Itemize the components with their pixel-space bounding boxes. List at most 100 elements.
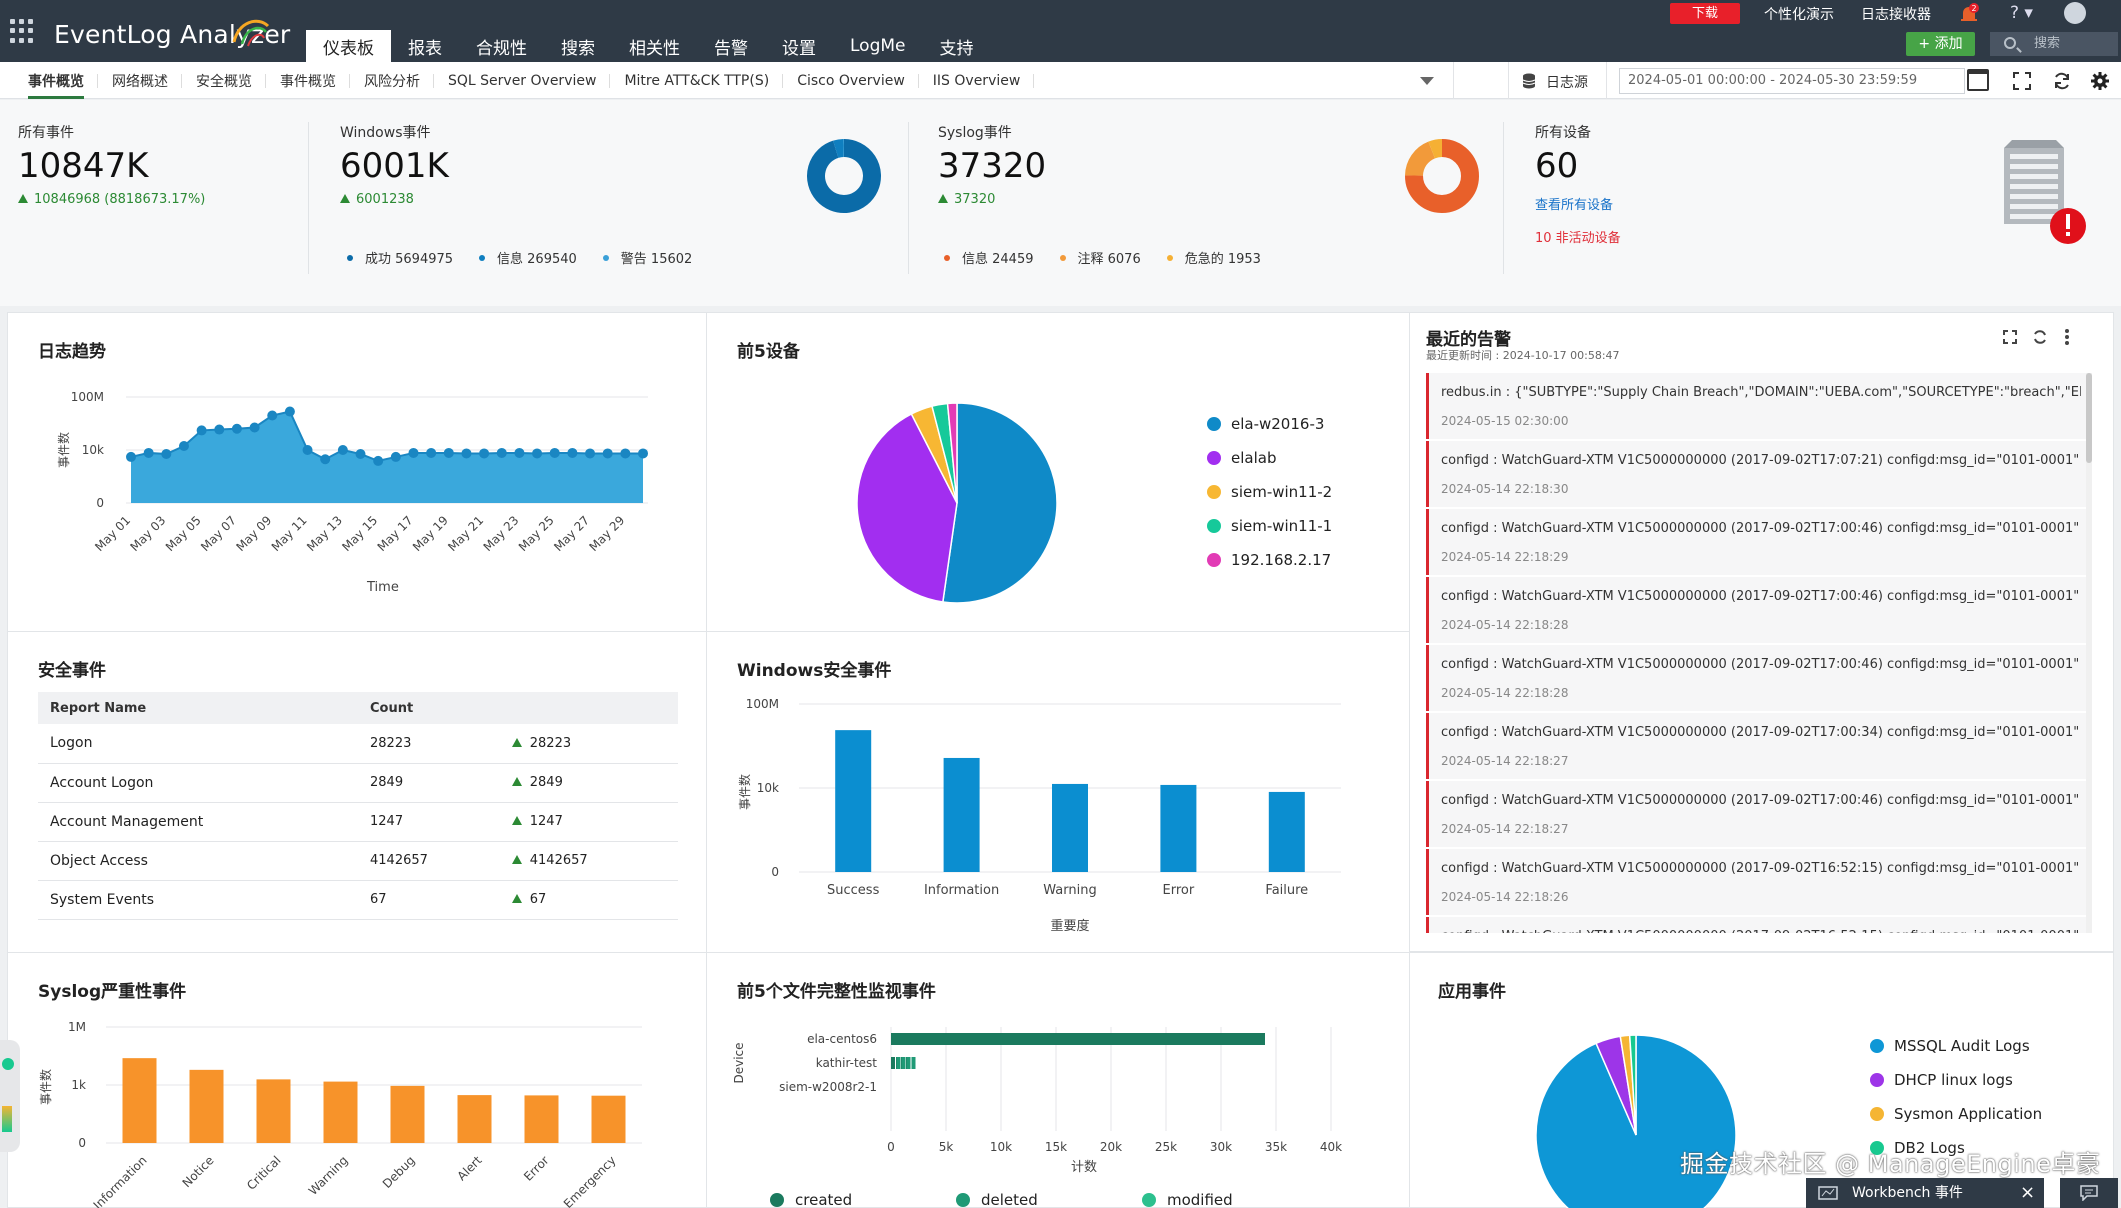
data-point[interactable] [585,448,596,459]
bar[interactable] [323,1081,358,1143]
windows-events-summary[interactable]: Windows事件 6001K 6001238 [340,122,449,207]
data-point[interactable] [320,454,331,465]
legend-item[interactable]: elalab [1207,449,1276,467]
bar[interactable] [943,757,980,872]
data-point[interactable] [567,447,578,458]
legend-item[interactable]: siem-win11-1 [1207,517,1332,535]
date-range-input[interactable]: 2024-05-01 00:00:00 - 2024-05-30 23:59:5… [1619,68,1965,94]
data-point[interactable] [390,451,401,462]
report-name[interactable]: Object Access [38,841,358,881]
nav-tab-2[interactable]: 合规性 [476,38,527,59]
table-row[interactable]: Account Management 1247 1247 [38,802,678,842]
view-all-devices-link[interactable]: 查看所有设备 [1535,198,1614,213]
sub-tab-1[interactable]: 网络概述 [98,62,182,99]
alert-item[interactable]: configd : WatchGuard-XTM V1C5000000000 (… [1426,781,2086,847]
pie-slice[interactable] [946,402,958,504]
add-button[interactable]: + 添加 [1906,32,1975,56]
data-point[interactable] [249,422,260,433]
close-icon[interactable]: × [2020,1182,2036,1203]
workbench-bar[interactable]: Workbench 事件 × [1806,1178,2044,1208]
data-point[interactable] [496,447,507,458]
nav-tab-4[interactable]: 相关性 [629,38,680,59]
data-point[interactable] [638,448,648,459]
log-source-selector[interactable]: 日志源 [1546,75,1588,91]
data-point[interactable] [602,448,613,459]
sub-tab-0[interactable]: 事件概览 [14,62,98,99]
gear-icon[interactable] [2090,71,2110,91]
bar[interactable] [901,1057,906,1069]
nav-tab-8[interactable]: 支持 [939,38,974,59]
bar[interactable] [891,1057,895,1069]
sub-tab-5[interactable]: SQL Server Overview [434,62,611,99]
alerts-scrollbar-thumb[interactable] [2086,373,2092,463]
alert-item[interactable]: configd : WatchGuard-XTM V1C5000000000 (… [1426,577,2086,643]
data-point[interactable] [373,455,384,466]
bar[interactable] [896,1057,901,1069]
legend-item[interactable]: Sysmon Application [1870,1105,2042,1123]
data-point[interactable] [549,447,560,458]
alerts-scrollbar-track[interactable] [2086,373,2092,933]
data-point[interactable] [426,447,437,458]
data-point[interactable] [284,406,295,417]
data-point[interactable] [126,451,136,462]
data-point[interactable] [143,447,154,458]
pie-slice[interactable] [941,402,1058,604]
nav-tab-1[interactable]: 报表 [408,38,442,59]
personalize-demo-link[interactable]: 个性化演示 [1764,7,1834,23]
data-point[interactable] [443,447,454,458]
refresh-icon[interactable] [2052,71,2072,91]
sub-tab-8[interactable]: IIS Overview [919,62,1035,99]
notification-bell-icon[interactable]: 2 [1958,3,1980,25]
sub-tab-7[interactable]: Cisco Overview [783,62,919,99]
nav-tab-3[interactable]: 搜索 [561,38,595,59]
expand-icon[interactable] [2002,329,2018,345]
side-feedback-tab[interactable] [0,1040,20,1152]
bar[interactable] [1160,784,1197,872]
bar[interactable] [189,1069,224,1143]
bar[interactable] [1052,783,1088,872]
table-row[interactable]: System Events 67 67 [38,880,678,920]
data-point[interactable] [161,448,172,459]
bar[interactable] [122,1058,157,1143]
user-avatar-icon[interactable] [2064,2,2086,24]
data-point[interactable] [479,448,490,459]
legend-item[interactable]: ela-w2016-3 [1207,415,1324,433]
bar[interactable] [457,1095,492,1143]
legend-item[interactable]: siem-win11-2 [1207,483,1332,501]
data-point[interactable] [214,424,225,435]
nav-tab-7[interactable]: LogMe [850,36,906,56]
legend-item[interactable]: DB2 Logs [1870,1139,1965,1157]
data-point[interactable] [196,425,207,436]
alert-item[interactable]: configd : WatchGuard-XTM V1C5000000000 (… [1426,917,2086,933]
log-receiver-link[interactable]: 日志接收器 [1861,7,1931,23]
sub-tab-2[interactable]: 安全概览 [182,62,266,99]
sub-tab-4[interactable]: 风险分析 [350,62,434,99]
data-point[interactable] [267,410,278,421]
alert-item[interactable]: configd : WatchGuard-XTM V1C5000000000 (… [1426,645,2086,711]
table-row[interactable]: Object Access 4142657 4142657 [38,841,678,881]
table-row[interactable]: Logon 28223 28223 [38,724,678,764]
calendar-icon[interactable] [1967,69,1989,91]
bar[interactable] [256,1079,291,1143]
alert-item[interactable]: configd : WatchGuard-XTM V1C5000000000 (… [1426,509,2086,575]
bar[interactable] [524,1095,559,1143]
data-point[interactable] [355,448,366,459]
legend-item[interactable]: MSSQL Audit Logs [1870,1037,2030,1055]
syslog-events-summary[interactable]: Syslog事件 37320 37320 [938,122,1046,207]
pie-slice[interactable] [856,412,958,603]
bar[interactable] [591,1095,626,1143]
bar[interactable] [891,1033,1265,1045]
report-name[interactable]: Account Logon [38,763,358,803]
data-point[interactable] [302,445,313,455]
table-row[interactable]: Account Logon 2849 2849 [38,763,678,803]
bar[interactable] [1268,791,1305,872]
legend-item[interactable]: DHCP linux logs [1870,1071,2013,1089]
bar[interactable] [906,1057,911,1069]
pie-slice[interactable] [1628,1035,1637,1136]
data-point[interactable] [461,448,472,459]
more-options-icon[interactable] [2062,327,2072,347]
data-point[interactable] [231,423,242,434]
nav-tab-0[interactable]: 仪表板 [306,30,391,62]
bar[interactable] [835,730,872,872]
data-point[interactable] [514,447,525,458]
